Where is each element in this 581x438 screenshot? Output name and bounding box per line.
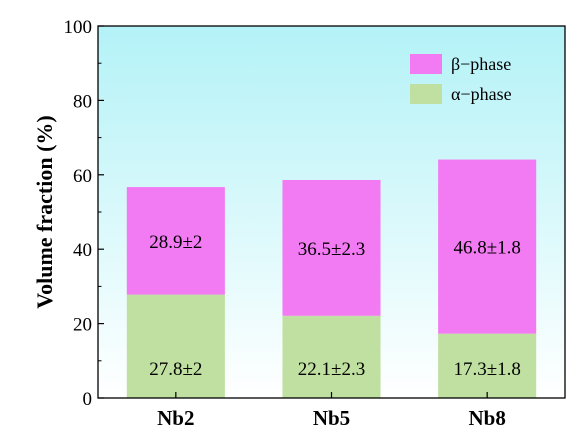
bar-beta-nb8 xyxy=(438,159,537,334)
bar-beta-nb5 xyxy=(282,180,381,316)
data-label-beta-nb5: 36.5±2.3 xyxy=(298,239,365,260)
bars-group: 27.8±2 28.9±2 Nb2 22.1±2.3 36.5±2.3 Nb5 17.3±1… xyxy=(126,159,537,430)
y-tick-label-20: 20 xyxy=(73,315,92,336)
x-tick-label-nb5: Nb5 xyxy=(313,406,350,430)
legend: β−phase α−phase xyxy=(410,54,512,104)
data-label-beta-nb2: 28.9±2 xyxy=(149,232,202,253)
y-tick-label-80: 80 xyxy=(73,91,92,112)
bar-beta-nb2 xyxy=(126,187,225,295)
bar-alpha-nb5 xyxy=(282,315,381,398)
y-tick-label-60: 60 xyxy=(73,166,92,187)
legend-swatch-alpha xyxy=(410,84,442,104)
legend-label-beta: β−phase xyxy=(451,54,511,74)
legend-label-alpha: α−phase xyxy=(451,84,512,104)
data-label-alpha-nb5: 22.1±2.3 xyxy=(298,359,365,380)
x-tick-label-nb8: Nb8 xyxy=(468,406,505,430)
y-axis-label: Volume fraction (%) xyxy=(32,115,57,309)
data-label-beta-nb8: 46.8±1.8 xyxy=(453,238,520,259)
legend-swatch-beta xyxy=(410,54,442,74)
bar-alpha-nb8 xyxy=(438,333,537,398)
y-tick-label-0: 0 xyxy=(83,389,93,410)
data-label-alpha-nb2: 27.8±2 xyxy=(149,359,202,380)
x-tick-label-nb2: Nb2 xyxy=(157,406,194,430)
data-label-alpha-nb8: 17.3±1.8 xyxy=(453,359,520,380)
y-tick-label-40: 40 xyxy=(73,240,92,261)
axes-group: 0 20 40 60 80 100 xyxy=(64,17,566,410)
bar-alpha-nb2 xyxy=(126,294,225,398)
y-tick-label-100: 100 xyxy=(64,17,93,38)
